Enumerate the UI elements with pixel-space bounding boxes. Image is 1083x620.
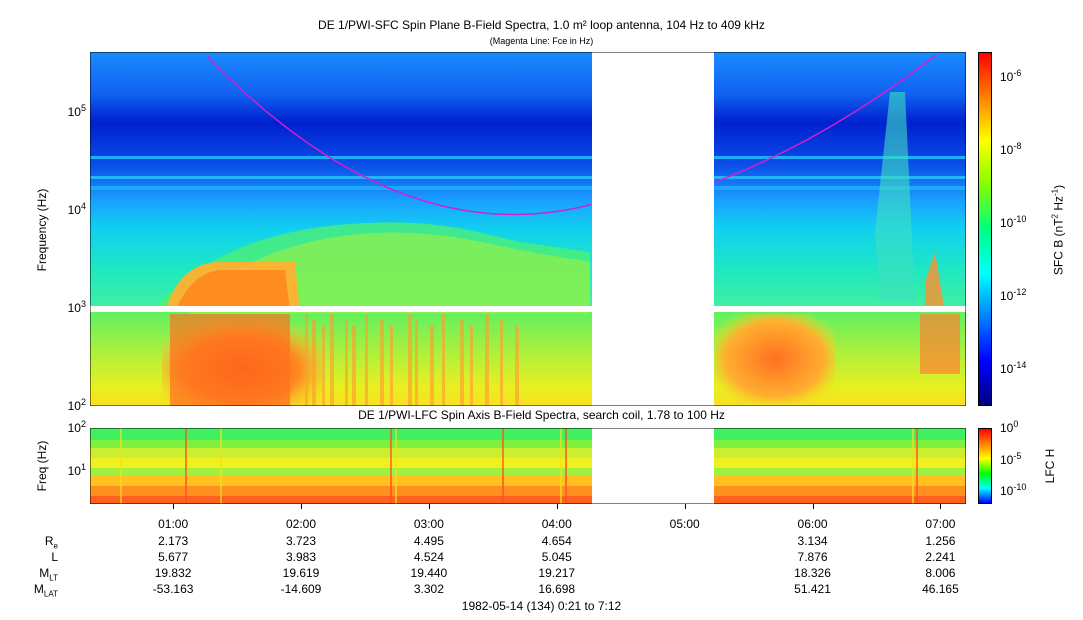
ephemeris-row-label: MLAT (33, 582, 58, 599)
sfc-ylabel: Frequency (Hz) (35, 188, 49, 272)
ephemeris-value: 3.983 (285, 550, 317, 564)
time-tick-label: 02:00 (285, 517, 317, 531)
lfc-colorbar-tick-label: 10-10 (1000, 482, 1027, 499)
sfc-colorbar-tick-label: 10-14 (1000, 359, 1027, 376)
ephemeris-value: 2.173 (158, 534, 189, 548)
time-tick-label: 03:00 (413, 517, 444, 531)
sfc-ytick-label: 104 (67, 200, 86, 217)
lfc-colorbar-tick-label: 100 (1000, 419, 1019, 435)
ephemeris-value: 46.165 (922, 582, 959, 596)
sfc-colorbar-tick-label: 10-12 (1000, 286, 1027, 303)
sfc-colorbar (978, 52, 992, 406)
lfc-colorbar-tick-label: 10-5 (1000, 450, 1022, 467)
sfc-ytick-label: 102 (67, 397, 86, 413)
sfc-colorbar-tick-label: 10-10 (1000, 213, 1027, 230)
ephemeris-value: 3.302 (413, 582, 444, 596)
sfc-ytick-label: 103 (67, 298, 86, 315)
ephemeris-value: 8.006 (925, 566, 956, 580)
time-tick-label: 05:00 (669, 517, 700, 531)
ephemeris-value: 4.654 (541, 534, 572, 548)
lfc-colorbar-label: LFC H (1043, 448, 1057, 484)
time-tick-mark (301, 504, 302, 509)
time-tick-mark (940, 504, 942, 509)
sfc-subtitle: (Magenta Line: Fce in Hz) (489, 36, 594, 46)
time-tick-label: 01:00 (158, 517, 189, 531)
sfc-colorbar-tick-label: 10-8 (1000, 140, 1022, 157)
ephemeris-value: 5.045 (541, 550, 572, 564)
ephemeris-value: -14.609 (280, 582, 322, 596)
ephemeris-value: 2.241 (925, 550, 956, 564)
ephemeris-value: 5.677 (158, 550, 189, 564)
lfc-colorbar (978, 428, 992, 504)
lfc-ytick-label: 102 (67, 419, 86, 435)
lfc-ytick-label: 101 (67, 462, 86, 479)
lfc-spectrogram (90, 428, 966, 504)
ephemeris-value: 51.421 (794, 582, 831, 596)
sfc-spectrogram (90, 52, 966, 406)
ephemeris-value: 7.876 (797, 550, 828, 564)
ephemeris-row-label: L (51, 550, 58, 564)
time-caption: 1982-05-14 (134) 0:21 to 7:12 (461, 599, 622, 613)
ephemeris-value: 19.440 (410, 566, 448, 580)
ephemeris-value: -53.163 (152, 582, 194, 596)
sfc-colorbar-tick-label: 10-6 (1000, 67, 1022, 84)
ephemeris-row-label: MLT (39, 566, 58, 583)
ephemeris-value: 19.832 (154, 566, 192, 580)
ephemeris-value: 4.524 (413, 550, 444, 564)
ephemeris-value: 16.698 (538, 582, 576, 596)
time-tick-mark (556, 504, 558, 509)
ephemeris-value: 3.723 (285, 534, 317, 548)
ephemeris-row-label: Re (44, 534, 58, 551)
time-tick-label: 06:00 (797, 517, 828, 531)
lfc-ylabel: Freq (Hz) (35, 440, 49, 492)
ephemeris-value: 4.495 (413, 534, 444, 548)
time-tick-mark (812, 504, 814, 509)
lfc-title: DE 1/PWI-LFC Spin Axis B-Field Spectra, … (358, 408, 725, 422)
sfc-colorbar-label: SFC B (nT2 Hz-1) (1050, 184, 1066, 276)
ephemeris-value: 19.217 (538, 566, 576, 580)
ephemeris-value: 19.619 (282, 566, 320, 580)
ephemeris-value: 3.134 (797, 534, 828, 548)
time-tick-label: 07:00 (925, 517, 956, 531)
ephemeris-value: 1.256 (925, 534, 956, 548)
sfc-title: DE 1/PWI-SFC Spin Plane B-Field Spectra,… (318, 18, 765, 32)
time-tick-mark (684, 504, 686, 509)
sfc-ytick-label: 105 (67, 102, 86, 119)
time-tick-mark (428, 504, 430, 509)
ephemeris-value: 18.326 (794, 566, 831, 580)
time-tick-label: 04:00 (541, 517, 572, 531)
time-tick-mark (173, 504, 175, 509)
